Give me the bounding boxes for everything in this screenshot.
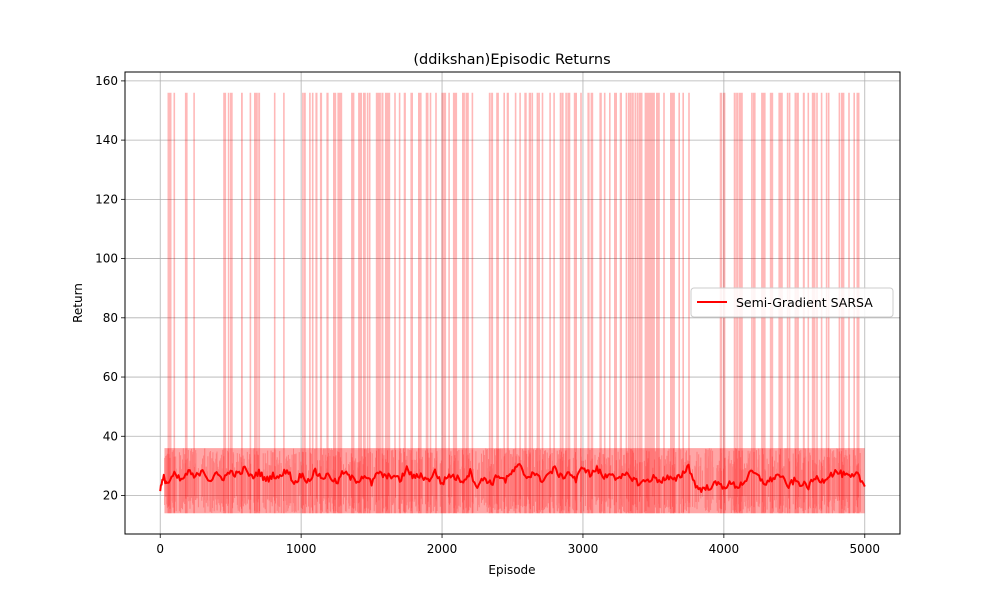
y-tick-label: 120 — [95, 192, 118, 206]
legend-label: Semi-Gradient SARSA — [736, 295, 873, 310]
chart-title: (ddikshan)Episodic Returns — [413, 52, 610, 68]
x-tick-label: 2000 — [427, 542, 458, 556]
return-band-fill — [164, 448, 865, 514]
y-tick-label: 80 — [103, 311, 118, 325]
y-axis-label: Return — [71, 283, 85, 323]
y-tick-label: 160 — [95, 74, 118, 88]
smoothed-return-line — [159, 463, 866, 493]
x-axis-label: Episode — [488, 563, 535, 577]
x-tick-label: 4000 — [709, 542, 740, 556]
x-axis-ticks: 0 1000 2000 3000 4000 5000 — [156, 534, 880, 556]
y-tick-label: 60 — [103, 370, 118, 384]
y-tick-label: 20 — [103, 489, 118, 503]
x-tick-label: 0 — [156, 542, 164, 556]
axes-frame — [124, 71, 901, 535]
y-tick-label: 140 — [95, 133, 118, 147]
legend-box — [690, 287, 894, 318]
y-axis-ticks: 20 40 60 80 100 120 140 160 — [95, 74, 125, 503]
legend: Semi-Gradient SARSA — [690, 287, 894, 318]
smoothed-mean-line — [159, 463, 866, 493]
grid-lines — [125, 72, 900, 534]
y-tick-label: 100 — [95, 252, 118, 266]
return-band — [164, 448, 865, 514]
x-tick-label: 3000 — [568, 542, 599, 556]
y-tick-label: 40 — [103, 429, 118, 443]
x-tick-label: 5000 — [849, 542, 880, 556]
x-tick-label: 1000 — [286, 542, 317, 556]
